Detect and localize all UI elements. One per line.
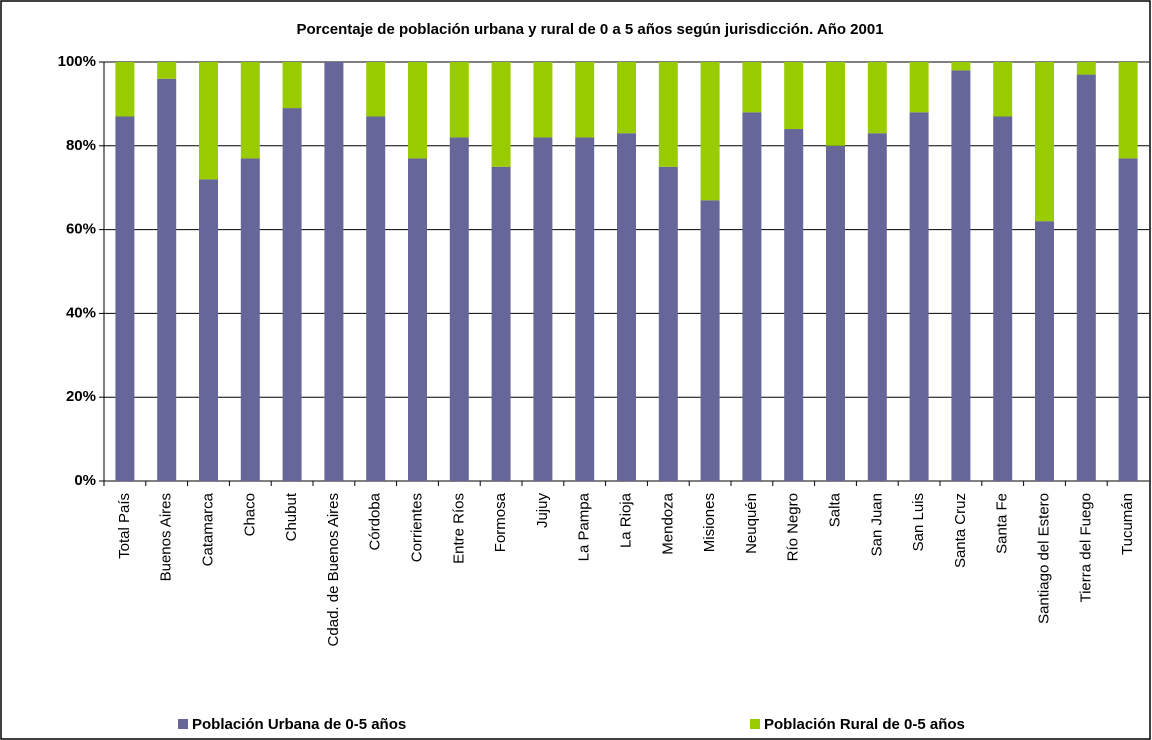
bar-segment bbox=[784, 62, 804, 130]
x-tick-label: Río Negro bbox=[785, 493, 802, 561]
bar-segment bbox=[826, 62, 845, 146]
x-tick-label: Salta bbox=[826, 492, 843, 527]
bar-segment bbox=[157, 78, 177, 481]
bar-segment bbox=[826, 145, 845, 482]
bar-segment bbox=[199, 179, 218, 481]
y-tick-label: 80% bbox=[66, 137, 96, 154]
x-tick-label: Total País bbox=[116, 493, 133, 559]
bar-segment bbox=[575, 62, 595, 138]
bar-segment bbox=[408, 158, 427, 481]
bar-segment bbox=[199, 62, 218, 180]
legend-swatch bbox=[750, 719, 760, 729]
bar-segment bbox=[909, 62, 929, 113]
bar-segment bbox=[157, 62, 177, 79]
legend-label: Población Urbana de 0-5 años bbox=[192, 716, 406, 733]
x-tick-label: Neuquén bbox=[743, 493, 760, 554]
bar-segment bbox=[240, 62, 260, 159]
bar-segment bbox=[115, 62, 135, 117]
x-tick-label: Chubut bbox=[283, 492, 300, 541]
bar-segment bbox=[1118, 158, 1138, 481]
x-tick-label: Santa Fe bbox=[994, 493, 1011, 554]
x-tick-label: Formosa bbox=[492, 492, 509, 552]
bar-segment bbox=[533, 137, 553, 482]
x-tick-label: Santa Cruz bbox=[952, 493, 969, 568]
bar-segment bbox=[867, 133, 887, 482]
bar-segment bbox=[951, 70, 971, 481]
y-tick-label: 0% bbox=[74, 472, 96, 489]
bar-segment bbox=[700, 62, 720, 201]
chart-title: Porcentaje de población urbana y rural d… bbox=[296, 21, 883, 38]
bar-segment bbox=[449, 62, 469, 138]
x-tick-label: Santiago del Estero bbox=[1035, 493, 1052, 624]
x-tick-label: Buenos Aires bbox=[158, 493, 175, 581]
bar-segment bbox=[617, 62, 636, 134]
bar-segment bbox=[784, 129, 804, 482]
bar-segment bbox=[1076, 62, 1096, 75]
x-tick-label: Misiones bbox=[701, 493, 718, 552]
bar-segment bbox=[366, 116, 386, 481]
bar-segment bbox=[993, 116, 1013, 481]
bar-segment bbox=[1035, 221, 1054, 481]
bar-segment bbox=[1118, 62, 1138, 159]
x-tick-label: Chaco bbox=[241, 493, 258, 536]
bar-segment bbox=[324, 62, 344, 481]
bar-segment bbox=[1076, 74, 1096, 481]
bar-segment bbox=[742, 112, 762, 481]
bar-segment bbox=[1035, 62, 1054, 222]
y-tick-label: 20% bbox=[66, 388, 96, 405]
x-tick-label: Cdad. de Buenos Aires bbox=[325, 493, 342, 646]
bar-segment bbox=[449, 137, 469, 482]
x-tick-label: Tucumán bbox=[1119, 493, 1136, 555]
bar-segment bbox=[408, 62, 427, 159]
bar-segment bbox=[491, 166, 511, 481]
bar-segment bbox=[115, 116, 135, 481]
x-tick-label: San Juan bbox=[868, 493, 885, 556]
x-tick-label: Jujuy bbox=[534, 493, 551, 529]
x-tick-label: Mendoza bbox=[659, 492, 676, 554]
bar-segment bbox=[617, 133, 636, 482]
y-tick-label: 60% bbox=[66, 221, 96, 238]
x-tick-label: Entre Ríos bbox=[450, 493, 467, 564]
bar-segment bbox=[282, 108, 302, 481]
bar-segment bbox=[575, 137, 595, 482]
bar-segment bbox=[491, 62, 511, 167]
bar-segment bbox=[867, 62, 887, 134]
x-tick-label: Corrientes bbox=[408, 493, 425, 562]
legend-swatch bbox=[178, 719, 188, 729]
bar-segment bbox=[658, 166, 678, 481]
bar-segment bbox=[742, 62, 762, 113]
bar-segment bbox=[366, 62, 386, 117]
bar-segment bbox=[658, 62, 678, 167]
legend-label: Población Rural de 0-5 años bbox=[764, 716, 965, 733]
x-tick-label: San Luis bbox=[910, 493, 927, 551]
x-tick-label: Tierra del Fuego bbox=[1077, 493, 1094, 603]
x-tick-label: La Rioja bbox=[617, 492, 634, 548]
bar-segment bbox=[909, 112, 929, 481]
x-tick-label: La Pampa bbox=[576, 492, 593, 561]
bar-segment bbox=[951, 62, 971, 71]
bar-segment bbox=[240, 158, 260, 481]
y-tick-label: 100% bbox=[58, 53, 96, 70]
bar-segment bbox=[282, 62, 302, 109]
y-tick-label: 40% bbox=[66, 304, 96, 321]
bar-segment bbox=[700, 200, 720, 481]
x-tick-label: Catamarca bbox=[199, 492, 216, 566]
bar-segment bbox=[533, 62, 553, 138]
bar-segment bbox=[993, 62, 1013, 117]
x-tick-label: Córdoba bbox=[367, 492, 384, 550]
